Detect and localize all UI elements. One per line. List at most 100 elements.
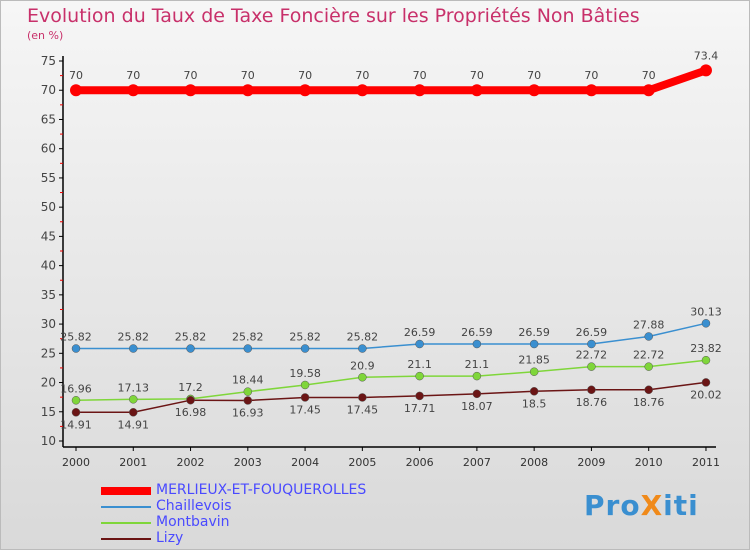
data-point	[529, 367, 539, 376]
data-point	[356, 84, 369, 97]
series-line-Lizy	[76, 381, 707, 414]
data-label: 14.91	[118, 418, 150, 431]
y-tick-label: 45	[41, 229, 56, 243]
data-label: 25.82	[232, 331, 264, 344]
data-point	[472, 371, 482, 381]
data-label: 23.82	[690, 342, 722, 355]
data-label: 70	[413, 69, 427, 82]
data-label: 30.13	[690, 305, 722, 318]
legend-swatch	[101, 487, 151, 495]
data-point	[71, 396, 81, 405]
data-point	[186, 344, 195, 353]
series-line-Montbavin	[75, 359, 707, 402]
y-tick-label: 20	[41, 376, 56, 390]
y-tick-label: 65	[41, 112, 56, 126]
data-label: 26.59	[404, 326, 436, 339]
y-tick-label: 25	[41, 346, 56, 360]
data-label: 70	[527, 69, 541, 82]
data-point	[70, 84, 82, 97]
data-point	[587, 362, 596, 371]
data-label: 27.88	[633, 318, 665, 331]
data-label: 70	[298, 69, 312, 82]
data-point	[701, 319, 711, 328]
x-tick-label: 2005	[348, 456, 376, 469]
data-point	[699, 64, 712, 77]
x-tick-label: 2007	[463, 456, 491, 469]
y-axis-unit: (en %)	[27, 29, 64, 42]
data-point	[71, 344, 81, 353]
legend-label: Montbavin	[156, 514, 230, 530]
data-label: 16.98	[175, 406, 207, 419]
x-tick-label: 2008	[520, 456, 548, 469]
data-point	[241, 84, 254, 97]
data-label: 26.59	[518, 326, 550, 339]
y-tick-label: 40	[41, 259, 56, 273]
data-label: 17.2	[178, 381, 203, 394]
data-point	[358, 344, 367, 353]
data-label: 16.96	[60, 382, 92, 395]
data-label: 70	[126, 69, 140, 82]
x-tick-label: 2000	[62, 456, 90, 469]
series-line-MERLIEUX-ET-FOUQUEROLLES	[76, 66, 708, 95]
x-tick-label: 2004	[291, 456, 319, 469]
data-point	[701, 355, 711, 365]
data-point	[644, 362, 653, 371]
data-label: 17.71	[404, 402, 436, 415]
data-label: 70	[584, 69, 598, 82]
data-point	[358, 373, 367, 382]
x-tick-label: 2006	[406, 456, 434, 469]
data-point	[644, 385, 653, 395]
data-point	[243, 387, 253, 396]
data-label: 21.85	[518, 354, 550, 367]
data-label: 70	[470, 69, 484, 82]
data-point	[129, 395, 138, 404]
x-tick-label: 2001	[119, 456, 147, 469]
data-point	[300, 393, 310, 402]
data-label: 22.72	[633, 349, 665, 362]
proxiti-logo: ProXiti	[584, 489, 699, 522]
data-label: 20.9	[350, 359, 375, 372]
data-point	[587, 339, 596, 349]
y-tick-label: 30	[41, 317, 56, 331]
data-label: 73.4	[694, 49, 719, 62]
data-point	[413, 84, 426, 97]
data-label: 21.1	[465, 358, 490, 371]
y-tick-label: 55	[41, 171, 56, 185]
data-label: 18.44	[232, 374, 264, 387]
x-tick-label: 2010	[635, 456, 663, 469]
data-label: 18.5	[522, 397, 547, 410]
data-label: 70	[642, 69, 656, 82]
data-label: 25.82	[289, 331, 321, 344]
data-point	[415, 371, 424, 381]
data-point	[129, 344, 138, 353]
data-label: 21.1	[407, 358, 432, 371]
data-label: 70	[69, 69, 83, 82]
data-label: 70	[184, 69, 198, 82]
data-label: 19.58	[289, 367, 321, 380]
legend-swatch	[101, 522, 151, 524]
data-point	[472, 339, 482, 349]
data-point	[243, 396, 253, 405]
data-point	[243, 344, 253, 353]
series-line-Chaillevois	[76, 322, 707, 350]
data-point	[129, 408, 138, 417]
data-point	[528, 84, 541, 97]
chart-title: Evolution du Taux de Taxe Foncière sur l…	[27, 5, 640, 27]
legend-swatch	[101, 538, 151, 540]
data-point	[585, 84, 598, 97]
legend-label: MERLIEUX-ET-FOUQUEROLLES	[156, 482, 367, 498]
data-point	[184, 84, 197, 97]
y-tick-label: 50	[41, 200, 56, 214]
y-tick-label: 60	[41, 142, 56, 156]
data-point	[701, 378, 711, 387]
data-label: 14.91	[60, 418, 92, 431]
x-tick-label: 2009	[577, 456, 605, 469]
data-point	[300, 380, 310, 390]
data-label: 17.45	[289, 403, 321, 416]
data-point	[644, 332, 653, 341]
data-label: 25.82	[118, 331, 150, 344]
data-label: 22.72	[576, 349, 608, 362]
legend-swatch	[101, 506, 151, 508]
data-point	[300, 344, 310, 353]
